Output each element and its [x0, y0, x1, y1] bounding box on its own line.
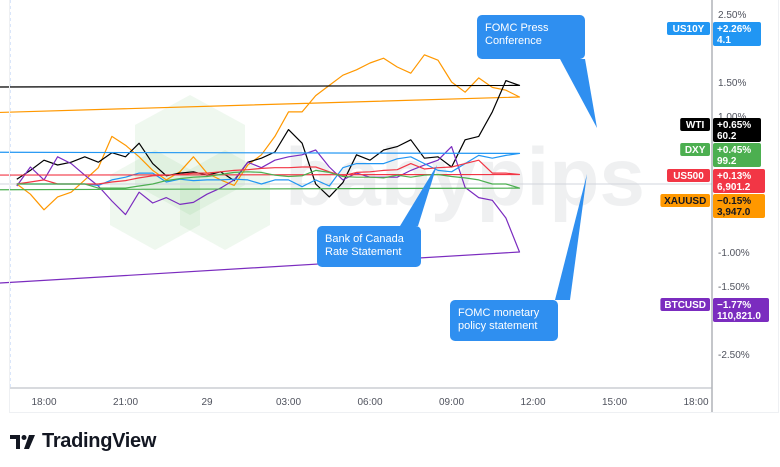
callout-pointer — [555, 174, 587, 300]
callout-text: Bank of Canada — [325, 233, 405, 245]
series-line-us10y — [0, 151, 521, 188]
price-tag-btcusd: BTCUSD −1.77%110,821.0 — [660, 298, 769, 322]
callout-box — [317, 226, 421, 267]
change-value: −1.77% — [717, 300, 751, 311]
callout-text: policy statement — [458, 320, 537, 332]
price-tag-us500: US500 +0.13%6,901.2 — [667, 169, 765, 193]
x-tick-label: 21:00 — [113, 397, 138, 408]
value-box — [713, 22, 761, 46]
change-value: +2.26% — [717, 24, 751, 35]
callout-text: FOMC monetary — [458, 307, 540, 319]
y-tick-label: -1.50% — [718, 282, 750, 293]
tradingview-brand: TradingView — [42, 430, 157, 452]
y-tick-label: 1.00% — [718, 112, 746, 123]
last-value: 99.2 — [717, 156, 737, 167]
callout-text: Rate Statement — [325, 246, 401, 258]
change-value: +0.65% — [717, 120, 751, 131]
y-tick-label: -1.00% — [718, 248, 750, 259]
symbol-tag — [660, 194, 710, 207]
x-tick-label: 03:00 — [276, 397, 301, 408]
value-box — [713, 118, 761, 142]
symbol-tag — [680, 118, 710, 131]
x-tick-label: 06:00 — [357, 397, 382, 408]
x-tick-label: 15:00 — [602, 397, 627, 408]
series-line-wti — [0, 79, 521, 198]
symbol-name: BTCUSD — [664, 300, 706, 311]
change-value: +0.13% — [717, 171, 751, 182]
x-tick-label: 18:00 — [31, 397, 56, 408]
y-tick-label: 2.50% — [718, 10, 746, 21]
symbol-name: US500 — [673, 171, 704, 182]
symbol-name: US10Y — [673, 24, 705, 35]
callout-text: FOMC Press — [485, 22, 549, 34]
chart-frame — [9, 0, 779, 413]
callout-box — [477, 15, 585, 59]
x-tick-label: 09:00 — [439, 397, 464, 408]
symbol-name: DXY — [685, 145, 706, 156]
value-box — [713, 169, 765, 193]
value-box — [713, 298, 769, 322]
series-line-dxy — [0, 169, 521, 191]
x-tick-label: 29 — [201, 397, 213, 408]
symbol-tag — [667, 22, 710, 35]
symbol-name: WTI — [686, 120, 705, 131]
last-value: 3,947.0 — [717, 207, 751, 218]
symbol-tag — [660, 298, 710, 311]
symbol-tag — [680, 143, 710, 156]
tradingview-logo: TradingView — [10, 430, 156, 453]
price-tag-wti: WTI +0.65%60.2 — [680, 118, 761, 142]
symbol-tag — [667, 169, 710, 182]
y-tick-label: 1.50% — [718, 78, 746, 89]
price-tag-dxy: DXY +0.45%99.2 — [680, 143, 761, 167]
callout-pointer — [560, 59, 597, 128]
callout-pointer — [400, 165, 437, 226]
last-value: 4.1 — [717, 35, 731, 46]
tradingview-logo-icon — [10, 434, 35, 449]
x-tick-label: 18:00 — [683, 397, 708, 408]
change-value: −0.15% — [717, 196, 751, 207]
last-value: 60.2 — [717, 131, 737, 142]
x-tick-label: 12:00 — [520, 397, 545, 408]
last-value: 6,901.2 — [717, 182, 751, 193]
last-value: 110,821.0 — [717, 311, 761, 322]
callout-text: Conference — [485, 35, 542, 47]
series-line-btcusd — [0, 146, 521, 284]
value-box — [713, 143, 761, 167]
price-tag-xauusd: XAUUSD −0.15%3,947.0 — [660, 194, 765, 218]
price-tag-us10y: US10Y +2.26%4.1 — [667, 22, 761, 46]
y-tick-label: -2.50% — [718, 350, 750, 361]
change-value: +0.45% — [717, 145, 751, 156]
value-box — [713, 194, 765, 218]
symbol-name: XAUUSD — [664, 196, 706, 207]
callout-box — [450, 300, 558, 341]
